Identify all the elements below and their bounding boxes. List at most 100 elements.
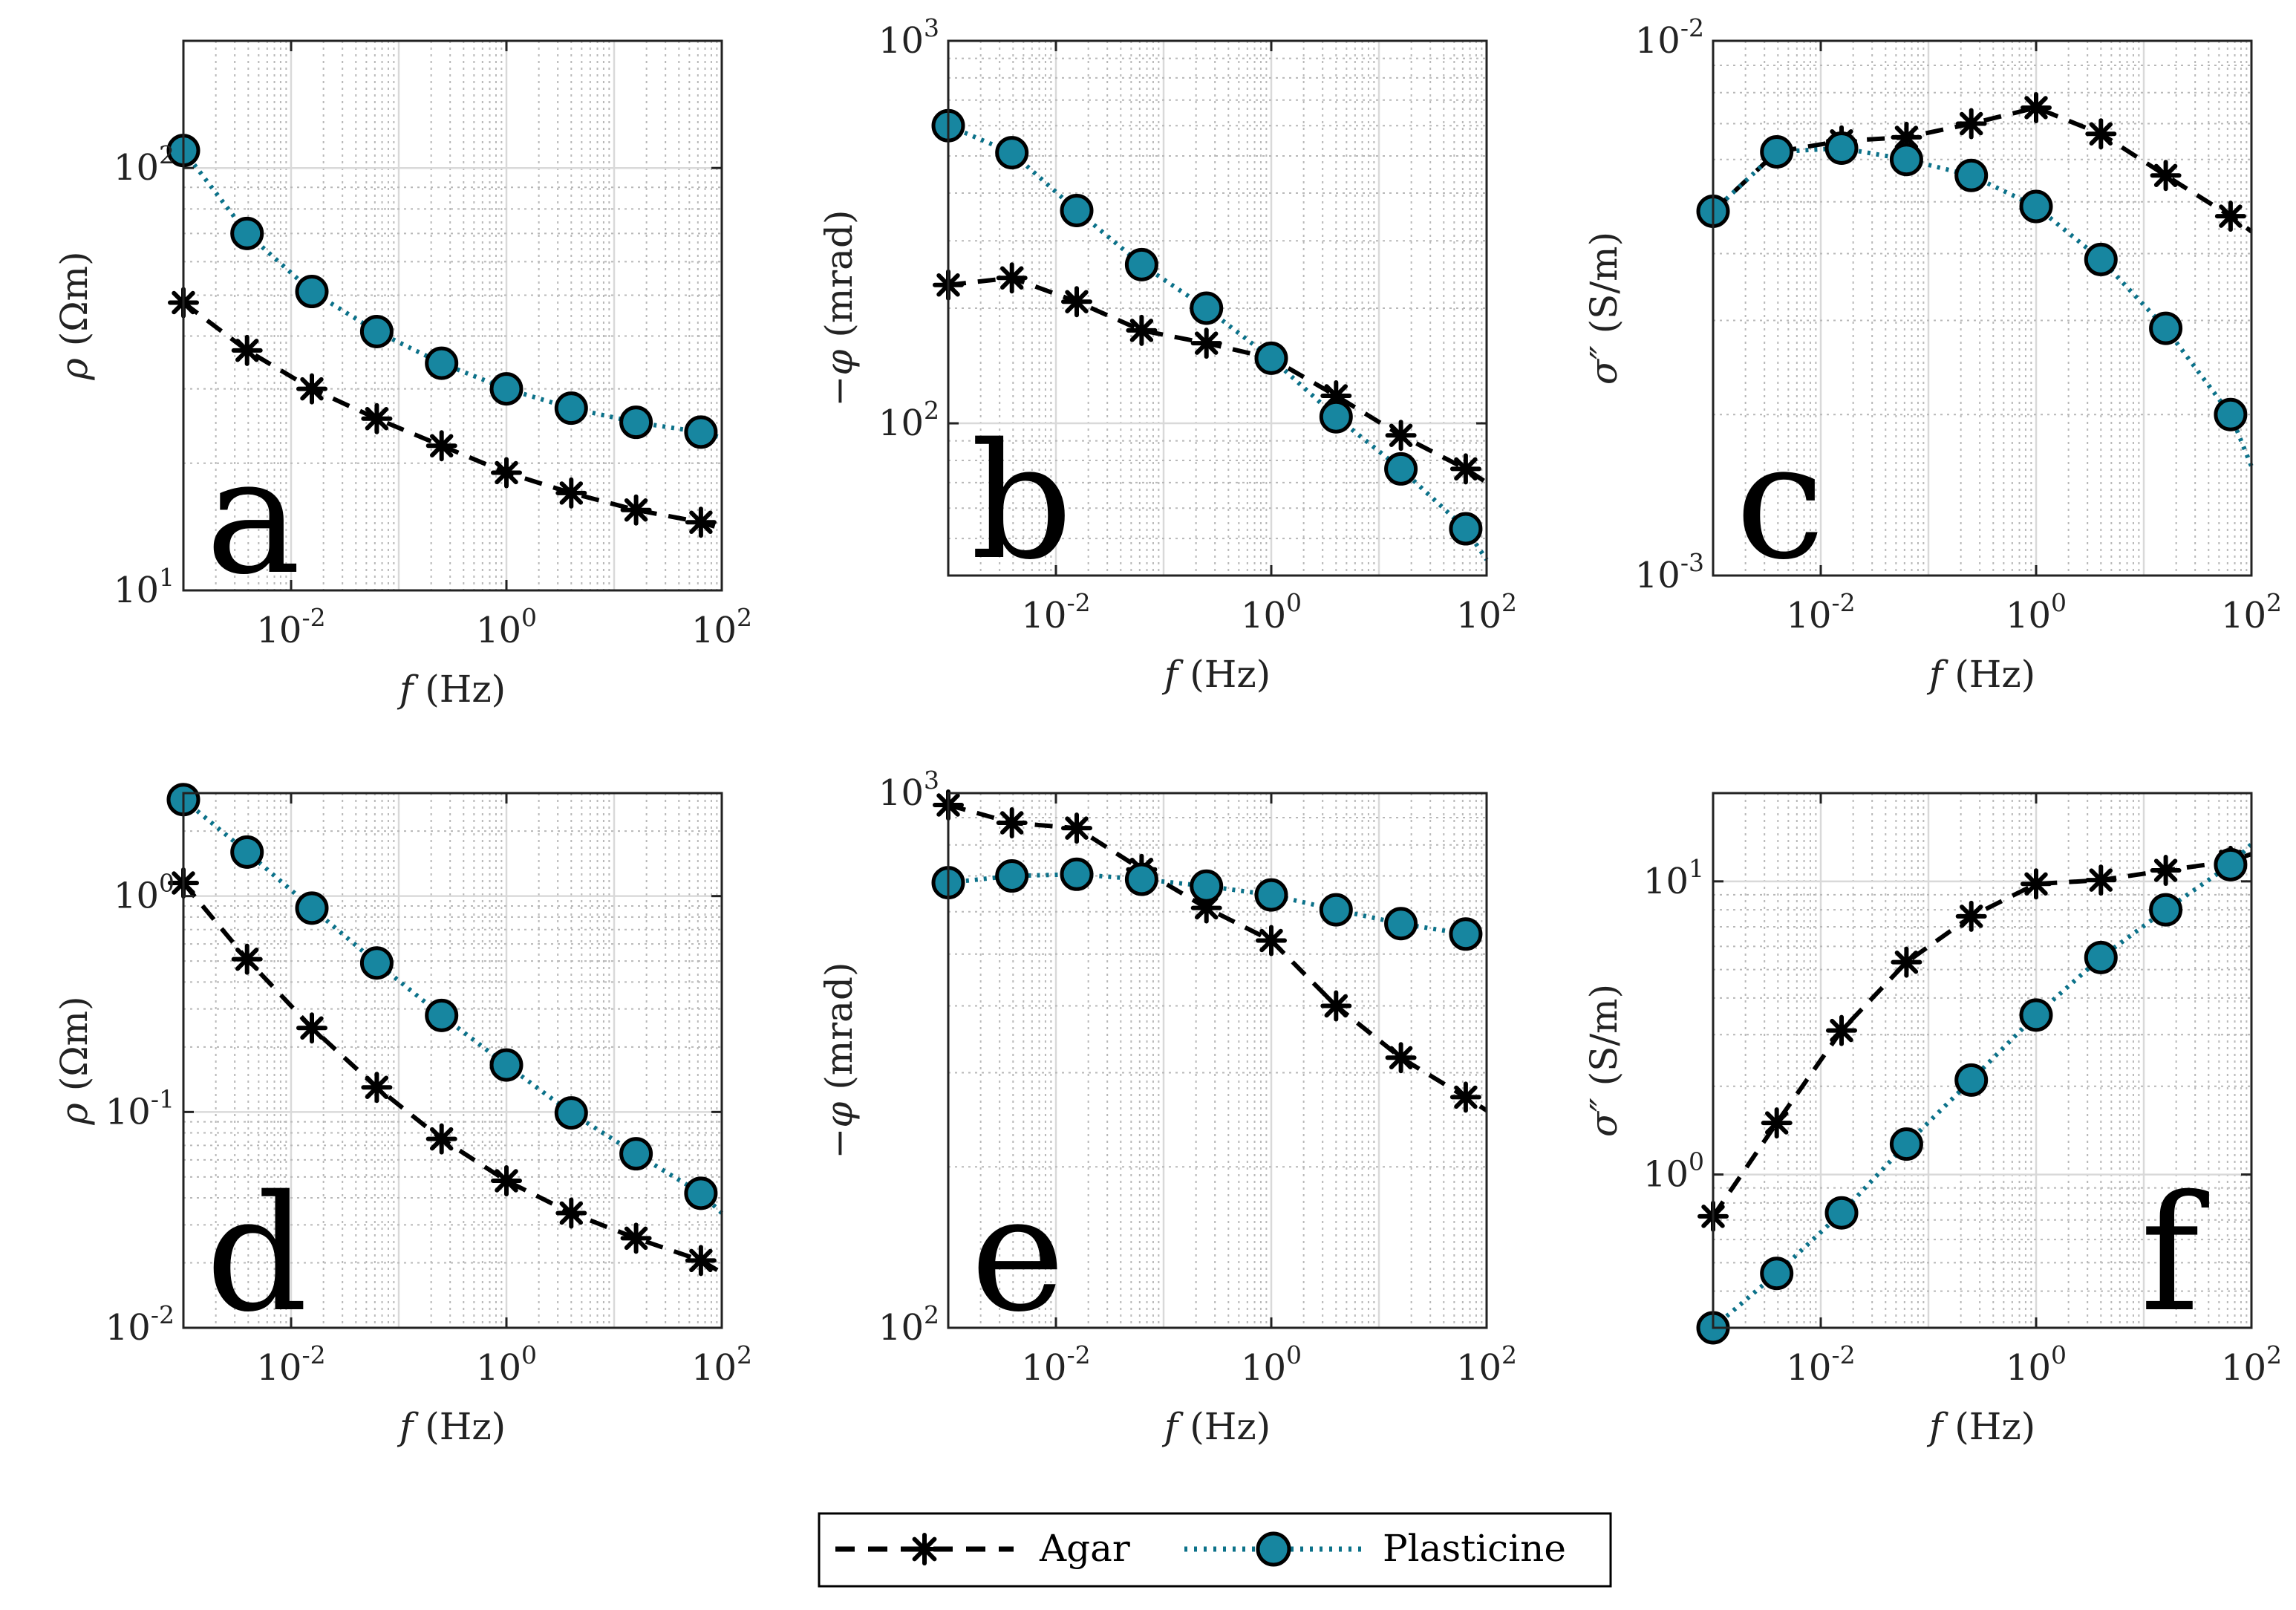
data-point-plasticine bbox=[1124, 247, 1158, 281]
data-point-plasticine bbox=[1254, 341, 1288, 375]
data-point-agar bbox=[2150, 160, 2182, 192]
x-tick-label: 10-2 bbox=[1786, 588, 1855, 636]
series-line-agar bbox=[1711, 852, 2252, 1218]
y-axis-label: −φ (mrad) bbox=[818, 210, 861, 407]
panel-e: 10-2 100 102 102 103 f (Hz) −φ (mrad) e bbox=[818, 766, 1517, 1448]
data-point-agar bbox=[425, 1123, 457, 1155]
data-point-plasticine bbox=[230, 216, 264, 250]
data-point-agar bbox=[1891, 121, 1922, 153]
data-point-plasticine bbox=[1824, 1196, 1859, 1230]
series-agar bbox=[168, 287, 723, 538]
legend-agar-asterisk-stroke bbox=[912, 1536, 937, 1562]
data-point-plasticine bbox=[554, 391, 588, 426]
data-point-plasticine bbox=[1190, 869, 1224, 903]
x-axis-label: f (Hz) bbox=[397, 1405, 506, 1448]
axes-frame bbox=[182, 39, 723, 592]
data-point-agar-stroke bbox=[365, 1075, 389, 1099]
y-tick-label: 101 bbox=[1643, 854, 1704, 902]
y-tick-label: 101 bbox=[114, 563, 175, 611]
series-plasticine bbox=[1696, 131, 2254, 468]
data-point-agar bbox=[1061, 812, 1093, 844]
x-tick-label: 10-2 bbox=[256, 1340, 325, 1389]
data-point-agar bbox=[1955, 108, 1987, 140]
y-tick-label: 103 bbox=[878, 13, 939, 62]
x-axis-label: f (Hz) bbox=[1161, 653, 1271, 696]
y-axis-label: ρ (Ωm) bbox=[53, 251, 96, 380]
data-point-agar-stroke bbox=[1454, 1085, 1478, 1109]
data-point-agar bbox=[685, 506, 717, 538]
panel-letter: a bbox=[206, 423, 301, 610]
panel-f: 10-2 100 102 100 101 f (Hz) σ″ (S/m) f bbox=[1582, 792, 2282, 1448]
data-point-agar bbox=[231, 334, 263, 366]
x-tick-label: 102 bbox=[1456, 1340, 1517, 1389]
x-axis-label: f (Hz) bbox=[1161, 1405, 1271, 1448]
data-point-agar bbox=[1761, 1107, 1793, 1139]
data-point-agar-stroke bbox=[1894, 950, 1919, 974]
plot-area bbox=[183, 41, 722, 590]
y-tick-label: 100 bbox=[114, 869, 175, 917]
data-point-plasticine bbox=[1954, 158, 1989, 192]
panel-d: 10-2 100 102 10-2 10-1 100 f (Hz) ρ (Ωm) d bbox=[53, 783, 752, 1448]
data-point-plasticine bbox=[1760, 1257, 1794, 1291]
data-point-agar-stroke bbox=[1194, 896, 1219, 920]
series-plasticine bbox=[166, 134, 723, 449]
data-point-agar-stroke bbox=[2024, 96, 2048, 120]
legend-agar-label: Agar bbox=[1039, 1527, 1130, 1570]
panel-letter: d bbox=[206, 1161, 308, 1347]
data-point-agar-stroke bbox=[1389, 1046, 1413, 1070]
panel-b: 10-2 100 102 102 103 f (Hz) −φ (mrad) b bbox=[818, 13, 1517, 696]
x-tick-label: 100 bbox=[476, 603, 537, 651]
data-point-agar-stroke bbox=[235, 947, 259, 971]
data-point-agar-stroke bbox=[689, 510, 713, 534]
data-point-plasticine bbox=[425, 998, 459, 1032]
data-point-agar bbox=[231, 943, 263, 975]
data-point-agar-stroke bbox=[300, 1016, 324, 1040]
data-point-agar bbox=[1891, 946, 1922, 978]
data-point-plasticine bbox=[554, 1096, 588, 1130]
data-point-plasticine bbox=[684, 1176, 718, 1210]
series-line-plasticine bbox=[1711, 146, 2254, 468]
data-point-agar-stroke bbox=[689, 1248, 713, 1273]
data-point-plasticine bbox=[1889, 1127, 1923, 1161]
data-point-agar bbox=[1061, 286, 1093, 318]
x-tick-label: 102 bbox=[1456, 588, 1517, 636]
data-point-agar bbox=[1190, 327, 1222, 359]
axes-frame bbox=[947, 39, 1488, 577]
x-axis-label: f (Hz) bbox=[397, 668, 506, 711]
data-point-agar-stroke bbox=[429, 434, 454, 457]
series-line-agar bbox=[948, 276, 1488, 485]
x-tick-label: 102 bbox=[2221, 588, 2282, 636]
y-axis-label: −φ (mrad) bbox=[818, 962, 861, 1159]
data-point-agar-stroke bbox=[300, 377, 324, 401]
legend-plasticine-label: Plasticine bbox=[1383, 1527, 1566, 1570]
data-point-plasticine bbox=[1760, 134, 1794, 169]
x-tick-label: 10-2 bbox=[1021, 588, 1090, 636]
data-point-agar-stroke bbox=[2089, 868, 2113, 892]
data-point-plasticine bbox=[1060, 857, 1094, 891]
data-point-agar-stroke bbox=[999, 266, 1024, 290]
axes-frame bbox=[1712, 39, 2253, 577]
x-tick-label: 102 bbox=[2221, 1340, 2282, 1389]
series-line-plasticine bbox=[948, 872, 1487, 941]
data-point-plasticine bbox=[359, 314, 394, 348]
data-point-agar bbox=[361, 1072, 393, 1104]
data-point-agar bbox=[555, 477, 587, 509]
data-point-agar-stroke bbox=[1065, 816, 1089, 840]
data-point-plasticine bbox=[1449, 917, 1483, 951]
series-line-agar bbox=[181, 881, 723, 1275]
data-point-agar-stroke bbox=[1324, 994, 1348, 1018]
data-point-agar bbox=[361, 402, 393, 434]
axes-frame bbox=[1712, 792, 2253, 1329]
y-tick-label: 10-3 bbox=[1635, 548, 1704, 596]
data-point-plasticine bbox=[995, 859, 1029, 893]
x-axis-label: f (Hz) bbox=[1926, 1405, 2035, 1448]
data-point-agar-stroke bbox=[495, 1169, 518, 1193]
y-tick-label: 102 bbox=[878, 1300, 939, 1349]
data-point-agar-stroke bbox=[1959, 905, 1983, 928]
data-point-plasticine bbox=[2019, 998, 2053, 1032]
data-point-agar bbox=[620, 1222, 652, 1254]
data-point-plasticine bbox=[230, 835, 264, 869]
data-point-agar bbox=[620, 494, 652, 526]
data-point-agar bbox=[1256, 925, 1287, 956]
panel-a: 10-2 100 102 101 102 f (Hz) ρ (Ωm) a bbox=[53, 39, 752, 711]
